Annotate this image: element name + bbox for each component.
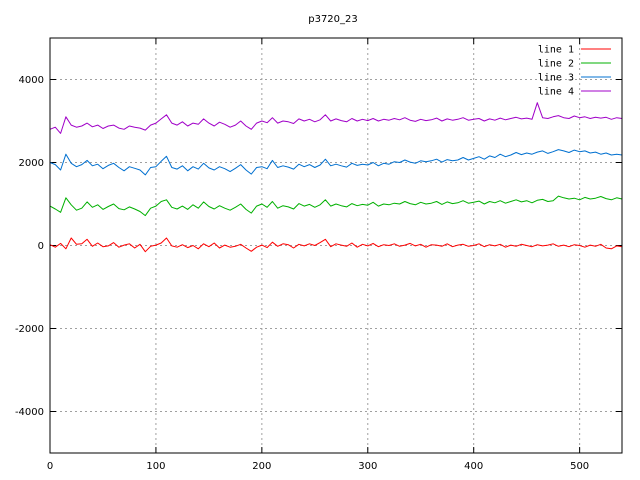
axis-ticks: 0 100 200 300 400 500 -4000 -2000 0 2000 4000 [15,38,622,472]
legend-label-1: line 1 [538,45,574,56]
series-line-3 [49,149,623,176]
series-line-2 [49,195,623,217]
y-tick-label: 0 [38,241,44,252]
legend-label-4: line 4 [538,87,574,98]
x-tick-label: 200 [252,461,271,472]
x-tick-label: 0 [47,461,53,472]
series-lines [49,102,623,253]
legend-label-2: line 2 [538,59,574,70]
legend-label-3: line 3 [538,73,574,84]
x-tick-label: 500 [570,461,589,472]
x-tick-label: 400 [464,461,483,472]
y-tick-label: 4000 [19,75,44,86]
plot-frame [49,37,623,454]
series-line-1 [49,237,623,253]
y-tick-label: 2000 [19,158,44,169]
legend: line 1 line 2 line 3 line 4 [538,45,611,98]
series-line-4 [49,102,623,134]
x-tick-label: 100 [146,461,165,472]
y-tick-label: -2000 [15,324,44,335]
y-tick-label: -4000 [15,407,44,418]
x-tick-label: 300 [358,461,377,472]
chart-title: p3720_23 [308,14,358,25]
